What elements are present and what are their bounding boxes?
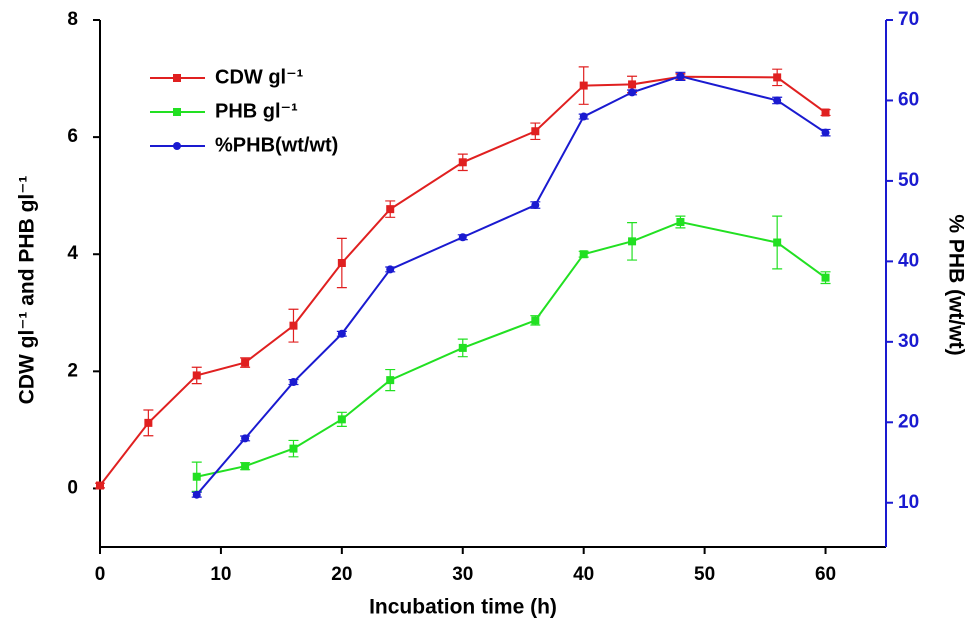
y-tick-label: 2: [67, 360, 78, 381]
y-tick-label: 4: [67, 243, 78, 264]
point: [386, 265, 395, 274]
point: [821, 108, 830, 117]
point: [192, 490, 201, 499]
y2-tick-label: 30: [898, 331, 919, 352]
y-tick-label: 8: [67, 9, 78, 30]
point: [579, 112, 588, 121]
point: [628, 80, 637, 89]
point: [289, 444, 298, 453]
legend-marker: [173, 74, 181, 82]
legend-marker: [173, 142, 181, 150]
y-axis-label: CDW gl⁻¹ and PHB gl⁻¹: [16, 176, 39, 405]
series-line: [99, 75, 827, 487]
x-axis-label: Incubation time (h): [369, 596, 557, 619]
point: [628, 88, 637, 97]
point: [289, 321, 298, 330]
y2-axis-label: % PHB (wt/wt): [944, 214, 967, 355]
point: [337, 415, 346, 424]
point: [821, 128, 830, 137]
x-tick-label: 20: [331, 564, 352, 585]
point: [337, 259, 346, 268]
point: [241, 358, 250, 367]
point: [821, 273, 830, 282]
point: [531, 127, 540, 136]
point: [192, 472, 201, 481]
point: [144, 418, 153, 427]
series-line: [195, 75, 827, 496]
series-line: [196, 220, 827, 478]
point: [579, 81, 588, 90]
point: [192, 371, 201, 380]
point: [531, 316, 540, 325]
point: [773, 73, 782, 82]
point: [458, 233, 467, 242]
point: [289, 378, 298, 387]
point: [628, 237, 637, 246]
x-tick-label: 10: [210, 564, 231, 585]
x-tick-label: 40: [573, 564, 594, 585]
point: [579, 250, 588, 259]
point: [773, 238, 782, 247]
y-tick-label: 6: [67, 126, 78, 147]
point: [773, 96, 782, 105]
point: [386, 376, 395, 385]
point: [386, 205, 395, 214]
point: [241, 462, 250, 471]
legend-label: %PHB(wt/wt): [215, 134, 338, 156]
x-tick-label: 60: [815, 564, 836, 585]
point: [676, 72, 685, 81]
x-tick-label: 50: [694, 564, 715, 585]
y2-tick-label: 50: [898, 170, 919, 191]
y2-tick-label: 40: [898, 250, 919, 271]
point: [676, 218, 685, 227]
point: [337, 329, 346, 338]
point: [96, 481, 104, 490]
y2-tick-label: 60: [898, 89, 919, 110]
y2-tick-label: 10: [898, 492, 919, 513]
point: [241, 434, 250, 443]
legend-label: PHB gl⁻¹: [215, 100, 298, 122]
x-tick-label: 0: [95, 564, 106, 585]
y2-tick-label: 20: [898, 411, 919, 432]
point: [531, 201, 540, 210]
y-tick-label: 0: [67, 477, 78, 498]
point: [458, 343, 467, 352]
x-tick-label: 30: [452, 564, 473, 585]
y2-tick-label: 70: [898, 9, 919, 30]
point: [458, 158, 467, 167]
legend-marker: [173, 108, 181, 116]
legend-label: CDW gl⁻¹: [215, 66, 304, 88]
